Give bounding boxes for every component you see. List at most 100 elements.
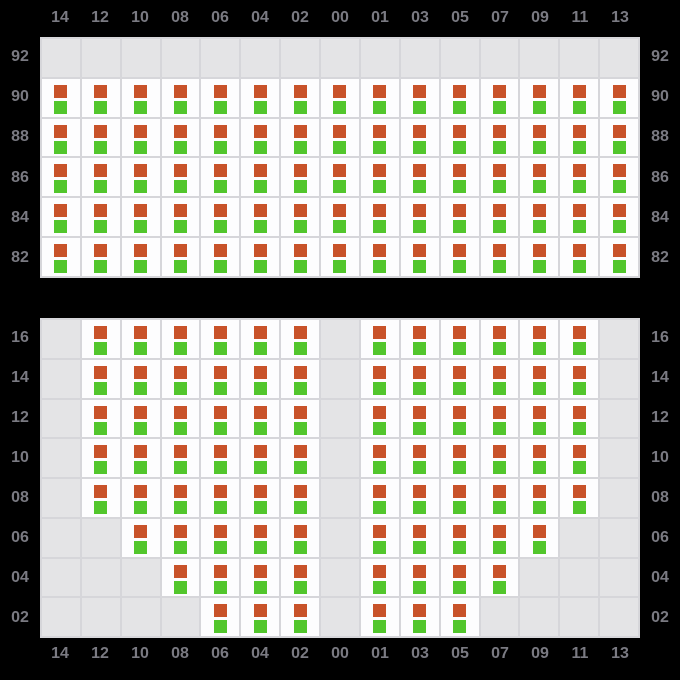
occupied-slot-cell[interactable]	[241, 118, 280, 157]
occupied-slot-cell[interactable]	[400, 320, 439, 358]
occupied-slot-cell[interactable]	[161, 479, 200, 517]
occupied-slot-cell[interactable]	[42, 78, 80, 117]
occupied-slot-cell[interactable]	[560, 118, 599, 157]
occupied-slot-cell[interactable]	[201, 558, 240, 597]
occupied-slot-cell[interactable]	[360, 399, 399, 438]
occupied-slot-cell[interactable]	[161, 198, 200, 237]
occupied-slot-cell[interactable]	[480, 78, 519, 117]
occupied-slot-cell[interactable]	[161, 78, 200, 117]
occupied-slot-cell[interactable]	[281, 439, 320, 477]
occupied-slot-cell[interactable]	[440, 158, 479, 197]
occupied-slot-cell[interactable]	[281, 359, 320, 398]
occupied-slot-cell[interactable]	[161, 118, 200, 157]
occupied-slot-cell[interactable]	[440, 198, 479, 237]
occupied-slot-cell[interactable]	[360, 598, 399, 636]
occupied-slot-cell[interactable]	[560, 399, 599, 438]
occupied-slot-cell[interactable]	[440, 558, 479, 597]
occupied-slot-cell[interactable]	[520, 158, 559, 197]
occupied-slot-cell[interactable]	[81, 359, 120, 398]
occupied-slot-cell[interactable]	[121, 158, 160, 197]
occupied-slot-cell[interactable]	[360, 320, 399, 358]
occupied-slot-cell[interactable]	[360, 558, 399, 597]
occupied-slot-cell[interactable]	[560, 198, 599, 237]
occupied-slot-cell[interactable]	[560, 320, 599, 358]
occupied-slot-cell[interactable]	[121, 320, 160, 358]
occupied-slot-cell[interactable]	[121, 78, 160, 117]
occupied-slot-cell[interactable]	[161, 399, 200, 438]
occupied-slot-cell[interactable]	[440, 479, 479, 517]
occupied-slot-cell[interactable]	[400, 158, 439, 197]
occupied-slot-cell[interactable]	[400, 558, 439, 597]
occupied-slot-cell[interactable]	[42, 158, 80, 197]
occupied-slot-cell[interactable]	[241, 558, 280, 597]
occupied-slot-cell[interactable]	[480, 158, 519, 197]
occupied-slot-cell[interactable]	[440, 359, 479, 398]
occupied-slot-cell[interactable]	[400, 399, 439, 438]
occupied-slot-cell[interactable]	[201, 598, 240, 636]
occupied-slot-cell[interactable]	[201, 479, 240, 517]
occupied-slot-cell[interactable]	[161, 158, 200, 197]
occupied-slot-cell[interactable]	[480, 558, 519, 597]
occupied-slot-cell[interactable]	[42, 198, 80, 237]
occupied-slot-cell[interactable]	[281, 238, 320, 276]
occupied-slot-cell[interactable]	[81, 320, 120, 358]
occupied-slot-cell[interactable]	[281, 198, 320, 237]
occupied-slot-cell[interactable]	[42, 118, 80, 157]
occupied-slot-cell[interactable]	[520, 479, 559, 517]
occupied-slot-cell[interactable]	[360, 198, 399, 237]
occupied-slot-cell[interactable]	[440, 439, 479, 477]
occupied-slot-cell[interactable]	[81, 479, 120, 517]
occupied-slot-cell[interactable]	[480, 320, 519, 358]
occupied-slot-cell[interactable]	[81, 399, 120, 438]
occupied-slot-cell[interactable]	[81, 198, 120, 237]
occupied-slot-cell[interactable]	[440, 399, 479, 438]
occupied-slot-cell[interactable]	[440, 238, 479, 276]
occupied-slot-cell[interactable]	[480, 439, 519, 477]
occupied-slot-cell[interactable]	[600, 158, 638, 197]
occupied-slot-cell[interactable]	[400, 518, 439, 557]
occupied-slot-cell[interactable]	[81, 118, 120, 157]
occupied-slot-cell[interactable]	[360, 78, 399, 117]
occupied-slot-cell[interactable]	[560, 238, 599, 276]
occupied-slot-cell[interactable]	[42, 238, 80, 276]
occupied-slot-cell[interactable]	[520, 118, 559, 157]
occupied-slot-cell[interactable]	[81, 158, 120, 197]
occupied-slot-cell[interactable]	[400, 598, 439, 636]
occupied-slot-cell[interactable]	[480, 198, 519, 237]
occupied-slot-cell[interactable]	[520, 78, 559, 117]
occupied-slot-cell[interactable]	[121, 439, 160, 477]
occupied-slot-cell[interactable]	[321, 78, 359, 117]
occupied-slot-cell[interactable]	[241, 320, 280, 358]
occupied-slot-cell[interactable]	[560, 359, 599, 398]
occupied-slot-cell[interactable]	[360, 158, 399, 197]
occupied-slot-cell[interactable]	[360, 118, 399, 157]
occupied-slot-cell[interactable]	[241, 399, 280, 438]
occupied-slot-cell[interactable]	[121, 479, 160, 517]
occupied-slot-cell[interactable]	[560, 158, 599, 197]
occupied-slot-cell[interactable]	[360, 518, 399, 557]
occupied-slot-cell[interactable]	[480, 238, 519, 276]
occupied-slot-cell[interactable]	[400, 238, 439, 276]
occupied-slot-cell[interactable]	[360, 439, 399, 477]
occupied-slot-cell[interactable]	[281, 158, 320, 197]
occupied-slot-cell[interactable]	[360, 479, 399, 517]
occupied-slot-cell[interactable]	[241, 518, 280, 557]
occupied-slot-cell[interactable]	[121, 118, 160, 157]
occupied-slot-cell[interactable]	[241, 238, 280, 276]
occupied-slot-cell[interactable]	[400, 198, 439, 237]
occupied-slot-cell[interactable]	[281, 399, 320, 438]
occupied-slot-cell[interactable]	[201, 399, 240, 438]
occupied-slot-cell[interactable]	[281, 78, 320, 117]
occupied-slot-cell[interactable]	[560, 479, 599, 517]
occupied-slot-cell[interactable]	[241, 479, 280, 517]
occupied-slot-cell[interactable]	[281, 598, 320, 636]
occupied-slot-cell[interactable]	[480, 399, 519, 438]
occupied-slot-cell[interactable]	[201, 238, 240, 276]
occupied-slot-cell[interactable]	[480, 118, 519, 157]
occupied-slot-cell[interactable]	[400, 118, 439, 157]
occupied-slot-cell[interactable]	[520, 320, 559, 358]
occupied-slot-cell[interactable]	[201, 158, 240, 197]
occupied-slot-cell[interactable]	[161, 439, 200, 477]
occupied-slot-cell[interactable]	[321, 158, 359, 197]
occupied-slot-cell[interactable]	[281, 118, 320, 157]
